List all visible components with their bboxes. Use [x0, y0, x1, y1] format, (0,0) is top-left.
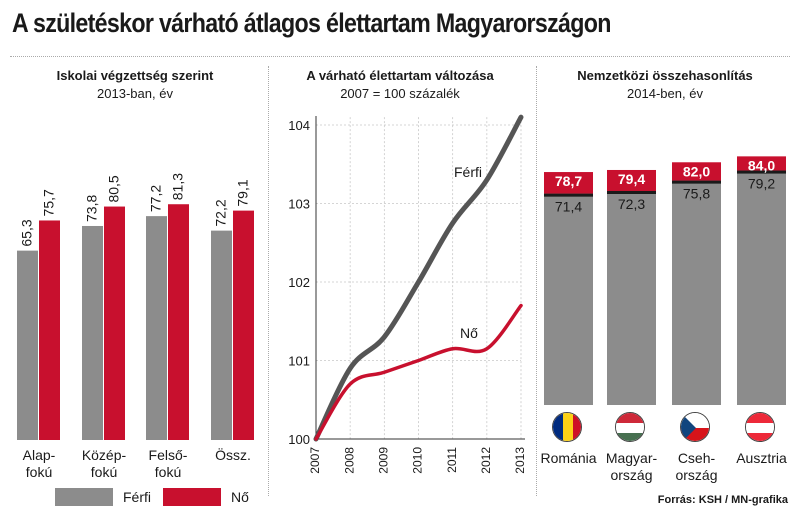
- legend-female: Nő: [163, 487, 249, 507]
- bar-value-label: 80,5: [106, 175, 122, 202]
- bar-male-top-edge: [544, 193, 593, 197]
- education-panel-title: Iskolai végzettség szerint: [56, 68, 214, 83]
- category-label: Románia: [540, 450, 596, 466]
- bar-value-label: 73,8: [84, 195, 100, 222]
- bar-value-label-male: 75,8: [683, 186, 710, 202]
- category-label: Cseh-: [678, 450, 716, 466]
- bar-value-label: 77,2: [148, 185, 164, 212]
- bar-value-label-male: 72,3: [618, 196, 645, 212]
- czech-flag-icon: [680, 412, 710, 442]
- bar-male: [672, 180, 721, 405]
- category-label: Ausztria: [736, 450, 787, 466]
- bar-male-top-edge: [607, 190, 656, 194]
- bar-value-label-female: 82,0: [683, 163, 710, 179]
- x-tick-label: 2010: [411, 447, 425, 474]
- y-tick-label: 104: [288, 118, 310, 133]
- line-label-female: Nő: [460, 325, 478, 341]
- title-divider: [10, 56, 790, 57]
- bar-value-label: 79,1: [235, 179, 251, 206]
- change-panel-subtitle: 2007 = 100 százalék: [340, 86, 460, 101]
- x-tick-label: 2009: [377, 447, 391, 474]
- bar-male: [82, 225, 103, 440]
- x-tick-label: 2008: [342, 447, 356, 474]
- x-tick-label: 2007: [308, 447, 322, 474]
- bar-female: [39, 220, 60, 440]
- bar-male: [146, 216, 167, 440]
- legend-female-label: Nő: [231, 489, 249, 505]
- bar-value-label-male: 71,4: [555, 199, 582, 215]
- hungary-flag-icon: [615, 412, 645, 442]
- panel-divider: [268, 66, 269, 496]
- austria-flag-icon: [745, 412, 775, 442]
- bar-male: [544, 193, 593, 405]
- category-label: fokú: [91, 464, 117, 480]
- y-tick-label: 101: [288, 354, 310, 369]
- legend-female-swatch: [163, 488, 221, 506]
- line-series-male: [313, 114, 524, 442]
- international-panel-title: Nemzetközi összehasonlítás: [577, 68, 753, 83]
- legend-male: Férfi: [55, 487, 151, 507]
- bar-male: [17, 250, 38, 440]
- bar-male-top-edge: [737, 170, 786, 174]
- legend-male-label: Férfi: [123, 489, 151, 505]
- category-label: ország: [675, 467, 717, 483]
- category-label: ország: [610, 467, 652, 483]
- category-label: Össz.: [215, 446, 251, 463]
- category-label: Közép-: [82, 447, 127, 463]
- bar-value-label-female: 79,4: [618, 171, 645, 187]
- line-label-male: Férfi: [454, 164, 482, 180]
- legend-male-swatch: [55, 488, 113, 506]
- category-label: fokú: [155, 464, 181, 480]
- bar-value-label-female: 84,0: [748, 157, 775, 173]
- source-note: Forrás: KSH / MN-grafika: [657, 494, 788, 506]
- y-tick-label: 102: [288, 275, 310, 290]
- change-panel-title: A várható élettartam változása: [306, 68, 494, 83]
- y-tick-label: 100: [288, 432, 310, 447]
- bar-male: [737, 170, 786, 405]
- bar-value-label-female: 78,7: [555, 173, 582, 189]
- x-tick-label: 2013: [513, 447, 527, 474]
- x-tick-label: 2012: [479, 447, 493, 474]
- bar-female: [233, 210, 254, 440]
- bar-male: [607, 190, 656, 405]
- bar-value-label: 72,2: [213, 199, 229, 226]
- bar-value-label-male: 79,2: [748, 176, 775, 192]
- page-title: A születéskor várható átlagos élettartam…: [12, 8, 611, 38]
- bar-value-label: 81,3: [170, 173, 186, 200]
- bar-male: [211, 230, 232, 440]
- panel-divider: [536, 66, 537, 496]
- line-series-female: [314, 303, 523, 441]
- category-label: Alap-: [23, 447, 56, 463]
- category-label: Magyar-: [606, 450, 658, 466]
- bar-male-top-edge: [672, 180, 721, 184]
- x-tick-label: 2011: [445, 447, 459, 473]
- bar-female: [168, 204, 189, 440]
- bar-value-label: 65,3: [19, 219, 35, 246]
- category-label: Felső-: [149, 447, 188, 463]
- bar-female: [104, 206, 125, 440]
- y-tick-label: 103: [288, 197, 310, 212]
- romania-flag-icon: [552, 412, 582, 442]
- education-panel-subtitle: 2013-ban, év: [97, 86, 173, 101]
- international-panel-subtitle: 2014-ben, év: [627, 86, 703, 101]
- bar-value-label: 75,7: [41, 189, 57, 216]
- category-label: fokú: [26, 464, 52, 480]
